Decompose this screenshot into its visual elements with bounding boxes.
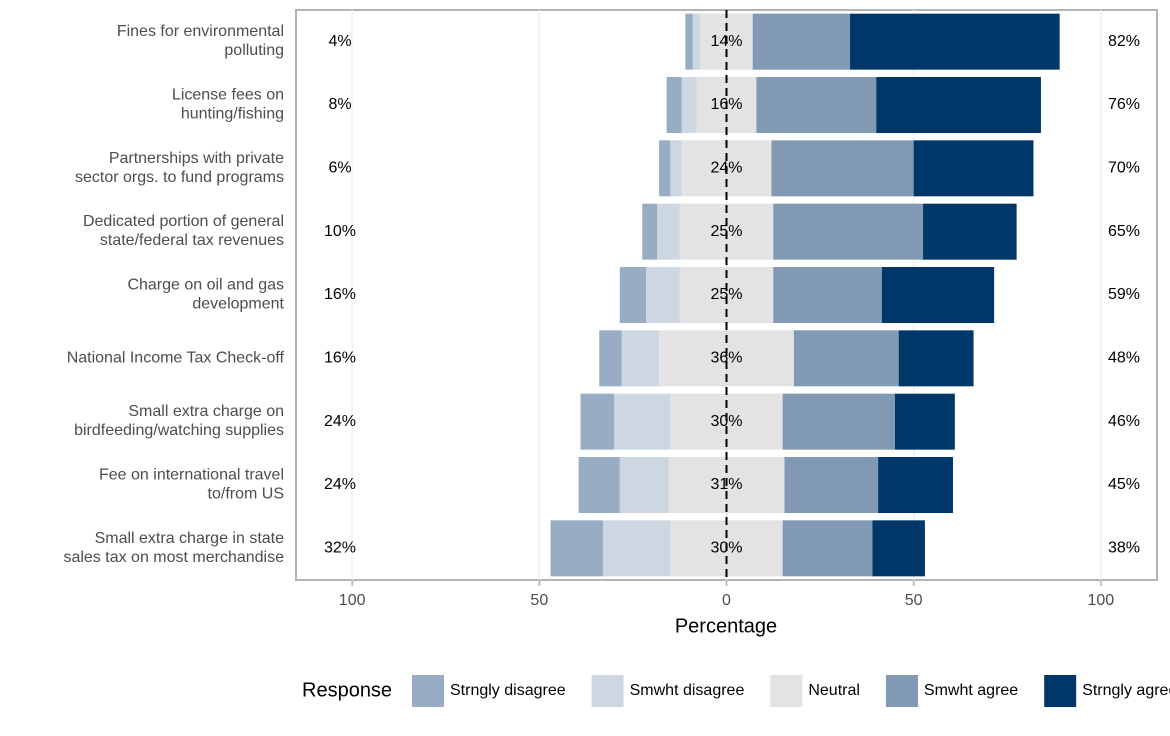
bar — [580, 393, 615, 450]
bar — [666, 77, 682, 133]
legend-swatch — [1044, 675, 1077, 707]
neutral-label: 36% — [710, 350, 742, 367]
right-total-label: 76% — [1108, 96, 1140, 113]
bar — [793, 330, 899, 387]
bar — [578, 457, 620, 513]
bar — [771, 140, 914, 197]
right-total-label: 45% — [1108, 476, 1140, 493]
right-total-label: 82% — [1108, 33, 1140, 50]
bar — [646, 267, 680, 323]
bar — [923, 203, 1017, 260]
bar — [657, 203, 680, 260]
bar — [872, 520, 925, 577]
x-tick-label: 50 — [905, 592, 923, 609]
legend-label: Smwht disagree — [630, 682, 745, 699]
category-label: Small extra charge in state sales tax on … — [63, 530, 284, 566]
bar — [850, 13, 1060, 70]
bar — [692, 13, 701, 70]
bar — [621, 330, 660, 387]
left-total-label: 6% — [328, 160, 351, 177]
bar — [782, 393, 895, 450]
left-total-label: 24% — [324, 413, 356, 430]
legend-label: Neutral — [808, 682, 860, 699]
category-label: Dedicated portion of general state/federa… — [83, 213, 284, 249]
bar — [782, 520, 873, 577]
neutral-label: 25% — [710, 286, 742, 303]
x-tick-label: 100 — [339, 592, 366, 609]
left-total-label: 24% — [324, 476, 356, 493]
left-total-label: 8% — [328, 96, 351, 113]
left-total-label: 4% — [328, 33, 351, 50]
bar — [773, 203, 924, 260]
bar — [619, 267, 647, 323]
neutral-label: 30% — [710, 413, 742, 430]
x-axis-title: Percentage — [675, 615, 777, 637]
left-total-label: 16% — [324, 286, 356, 303]
bar — [599, 330, 622, 387]
x-tick-label: 50 — [530, 592, 548, 609]
bar — [602, 520, 671, 577]
category-label: Small extra charge on birdfeeding/watchin… — [74, 403, 284, 439]
x-tick-label: 100 — [1087, 592, 1114, 609]
legend-swatch — [770, 675, 803, 707]
category-label: Charge on oil and gas development — [127, 277, 284, 313]
category-label: National Income Tax Check-off — [67, 350, 285, 367]
bar — [685, 13, 693, 70]
category-label: Fee on international travel to/from US — [99, 467, 284, 503]
bar — [913, 140, 1034, 197]
category-label: License fees on hunting/fishing — [172, 87, 284, 123]
x-tick-label: 0 — [722, 592, 731, 609]
left-total-label: 32% — [324, 540, 356, 557]
right-total-label: 38% — [1108, 540, 1140, 557]
category-label: Fines for environmental polluting — [117, 23, 284, 59]
bar — [876, 77, 1041, 133]
bar — [681, 77, 697, 133]
bar — [881, 267, 995, 323]
bar — [752, 13, 851, 70]
right-total-label: 48% — [1108, 350, 1140, 367]
legend-swatch — [885, 675, 918, 707]
bar — [784, 457, 879, 513]
bar — [614, 393, 671, 450]
category-label: Partnerships with private sector orgs. to… — [75, 150, 284, 186]
legend-label: Smwht agree — [924, 682, 1018, 699]
bar — [670, 140, 682, 197]
right-total-label: 59% — [1108, 286, 1140, 303]
legend-label: Strngly disagree — [450, 682, 566, 699]
bar — [550, 520, 603, 577]
bar — [756, 77, 877, 133]
legend-swatch — [591, 675, 624, 707]
left-total-label: 10% — [324, 223, 356, 240]
right-total-label: 70% — [1108, 160, 1140, 177]
legend-label: Strngly agree — [1082, 682, 1170, 699]
right-total-label: 46% — [1108, 413, 1140, 430]
bar — [894, 393, 955, 450]
legend-swatch — [412, 675, 444, 707]
bar — [773, 267, 882, 323]
legend-title: Response — [302, 679, 392, 701]
left-total-label: 16% — [324, 350, 356, 367]
bar — [642, 203, 658, 260]
bar — [659, 140, 671, 197]
bar — [878, 457, 953, 513]
bar — [898, 330, 974, 387]
bar — [619, 457, 669, 513]
right-total-label: 65% — [1108, 223, 1140, 240]
